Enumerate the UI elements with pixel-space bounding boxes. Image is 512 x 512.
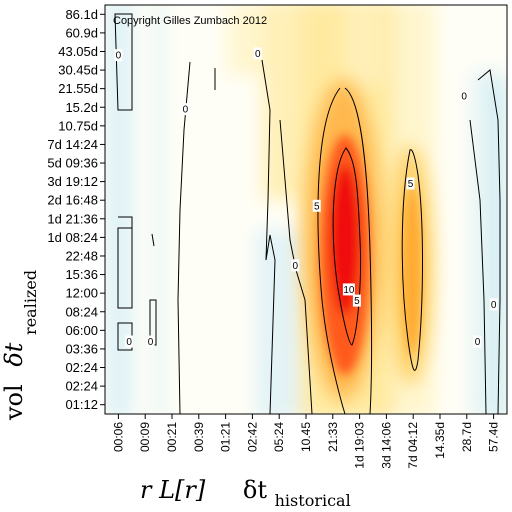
contour-zero-col5 [261, 59, 276, 414]
x-tick-label: 00:39 [192, 422, 206, 452]
x-tick-label: 28.7d [460, 422, 474, 452]
y-tick-label: 1d 21:36 [47, 211, 98, 226]
x-tick-label: 00:21 [165, 422, 179, 452]
y-title-sub: realized [21, 270, 40, 335]
contour-label: 0 [126, 337, 132, 348]
y-tick-label: 15.2d [65, 100, 98, 115]
contour-five-right [401, 149, 423, 371]
contour-zero-left-low [117, 322, 133, 351]
y-tick-label: 7d 14:24 [47, 137, 98, 152]
x-axis-title: r L[r] δt historical [140, 476, 351, 510]
contour-label: 0 [461, 92, 467, 103]
contour-label: 0 [292, 261, 298, 272]
contour-label-bg [473, 335, 482, 348]
x-axis: 00:06 00:09 00:21 00:39 01:21 02:42 05:24 10.45… [111, 414, 501, 469]
x-title-main: r L[r] [140, 476, 206, 504]
contour-label-bg [114, 49, 123, 62]
contour-zero-left-top [114, 13, 133, 111]
contour-label: 10 [343, 285, 355, 296]
y-tick-label: 43.05d [58, 44, 98, 59]
x-tick-label: 57.4d [487, 422, 501, 452]
y-tick-label: 86.1d [65, 7, 98, 22]
x-tick-label: 7d 04:12 [406, 422, 420, 469]
contour-label-bg [291, 259, 300, 272]
y-title-delta: δt [0, 342, 28, 366]
contour-zero-col2 [149, 233, 157, 346]
y-tick-label: 3d 19:12 [47, 174, 98, 189]
contour-label: 0 [183, 105, 189, 116]
contour-label-bg [489, 298, 498, 311]
y-tick-label: 08:24 [65, 304, 98, 319]
contour-label-bg [253, 47, 262, 60]
x-title-delta: δt [243, 476, 267, 504]
contour-label-bg [460, 90, 469, 103]
contour-five-main [317, 87, 372, 414]
contour-label: 5 [314, 201, 320, 212]
contour-label-bg [125, 335, 134, 348]
y-axis: 01:12 02:24 02:24 03:36 06:00 08:24 12:00 15:36… [47, 7, 105, 412]
y-tick-label: 1d 08:24 [47, 230, 98, 245]
copyright-text: Copyright Gilles Zumbach 2012 [113, 15, 267, 27]
x-tick-label: 05:24 [272, 422, 286, 452]
y-tick-label: 12:00 [65, 286, 98, 301]
contour-label: 0 [148, 337, 154, 348]
x-tick-label: 00:09 [138, 422, 152, 452]
x-title-sub: historical [275, 491, 351, 510]
y-tick-label: 15:36 [65, 267, 98, 282]
x-tick-label: 14.35d [433, 422, 447, 459]
y-tick-label: 10.75d [58, 118, 98, 133]
contour-label: 0 [475, 337, 481, 348]
x-tick-label: 1d 19:03 [353, 422, 367, 469]
x-tick-label: 00:06 [111, 422, 125, 452]
y-tick-label: 06:00 [65, 323, 98, 338]
y-tick-label: 02:24 [65, 360, 98, 375]
contour-zero-right-a [469, 119, 487, 414]
svg-text:vol δt realized: vol δt realized [0, 270, 40, 421]
contour-label: 0 [116, 51, 122, 62]
contour-label: 5 [354, 296, 360, 307]
contour-label: 5 [408, 179, 414, 190]
y-tick-label: 5d 09:36 [47, 156, 98, 171]
y-tick-label: 22:48 [65, 248, 98, 263]
contour-zero-right-b [477, 69, 501, 414]
x-tick-label: 01:21 [219, 422, 233, 452]
contour-zero-col6 [279, 119, 313, 414]
y-tick-label: 2d 16:48 [47, 193, 98, 208]
contour-label-bg [406, 177, 415, 190]
y-title-main: vol [0, 384, 28, 421]
y-axis-title: vol δt realized [0, 270, 40, 421]
contour-label-bg [181, 103, 190, 116]
x-tick-label: 02:42 [245, 422, 259, 452]
contour-label: 0 [255, 49, 261, 60]
y-tick-label: 01:12 [65, 397, 98, 412]
y-tick-label: 21.55d [58, 81, 98, 96]
x-tick-label: 3d 14:06 [379, 422, 393, 469]
x-tick-label: 21:33 [326, 422, 340, 452]
svg-text:r L[r] δt historic: r L[r] δt historical [140, 476, 351, 510]
y-tick-label: 03:36 [65, 341, 98, 356]
contour-label-bg [342, 283, 355, 296]
x-tick-label: 10.45 [299, 422, 313, 452]
y-tick-label: 60.9d [65, 25, 98, 40]
contour-zero-left-mid2 [117, 227, 133, 309]
contour-ten [332, 147, 362, 346]
contour-label: 0 [491, 300, 497, 311]
contour-label-bg [312, 199, 321, 212]
heatmap-field [105, 5, 507, 414]
y-tick-label: 02:24 [65, 379, 98, 394]
contour-label-bg [352, 294, 361, 307]
y-tick-label: 30.45d [58, 63, 98, 78]
contour-label-bg [146, 335, 155, 348]
